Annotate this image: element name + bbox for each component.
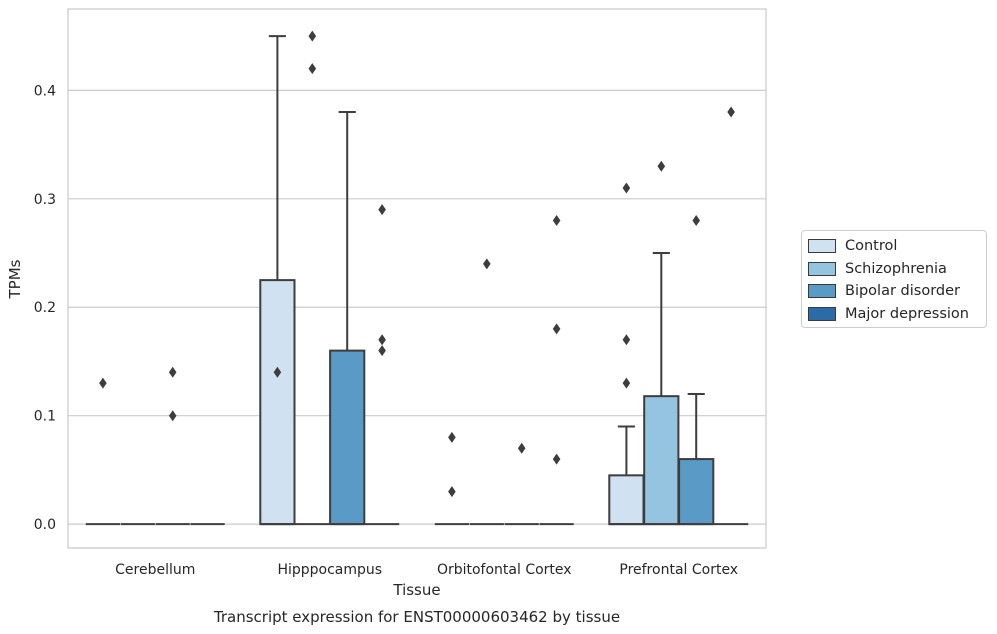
legend-swatch-control [808, 239, 836, 254]
box-group [539, 214, 574, 526]
legend-item-control: Control [808, 235, 986, 258]
box [678, 458, 715, 526]
outlier-point [308, 30, 317, 42]
box [329, 349, 366, 526]
box-group [643, 160, 680, 526]
box [608, 474, 645, 526]
outlier-point [273, 366, 282, 378]
box-group [608, 182, 645, 526]
box-group [364, 204, 400, 526]
outlier-point [99, 377, 107, 389]
y-tick-label: 0.0 [34, 517, 56, 533]
x-tick-label: Orbitofontal Cortex [437, 562, 572, 578]
y-tick-label: 0.3 [34, 192, 56, 208]
outlier-point [448, 486, 456, 498]
outlier-point [483, 258, 491, 270]
legend-label-major-depression: Major depression [845, 305, 969, 322]
box [259, 279, 296, 526]
outlier-point [552, 214, 561, 226]
y-tick-label: 0.1 [34, 409, 56, 425]
box-group [678, 214, 715, 526]
outlier-point [727, 106, 735, 118]
outlier-point [378, 334, 386, 346]
box-group [504, 442, 539, 526]
outlier-point [622, 334, 631, 346]
y-tick-label: 0.2 [34, 300, 56, 316]
box-group [85, 377, 121, 526]
y-axis-ticks: 0.0 0.1 0.2 0.3 0.4 [34, 83, 56, 533]
outlier-point [622, 377, 631, 389]
outlier-point [378, 204, 386, 216]
legend-label-bipolar-disorder: Bipolar disorder [845, 283, 960, 300]
x-axis-label: Tissue [392, 581, 440, 599]
box-group [469, 258, 504, 526]
legend-item-major-depression: Major depression [808, 303, 986, 326]
x-tick-label: Prefrontal Cortex [619, 562, 738, 578]
outlier-point [168, 366, 177, 378]
outlier-point [622, 182, 631, 194]
legend-item-bipolar-disorder: Bipolar disorder [808, 280, 986, 303]
outlier-point [552, 453, 561, 465]
box-group [329, 111, 366, 526]
legend-swatch-schizophrenia [808, 261, 836, 276]
box [643, 395, 680, 526]
x-tick-label: Cerebellum [115, 562, 195, 578]
box-group [259, 35, 296, 526]
legend-swatch-bipolar-disorder [808, 284, 836, 299]
x-tick-label: Hipppocampus [277, 562, 382, 578]
box-group [434, 431, 470, 526]
legend-swatch-major-depression [808, 306, 836, 321]
y-axis-label: TPMs [6, 259, 24, 299]
legend-item-schizophrenia: Schizophrenia [808, 258, 986, 281]
box-marks [85, 30, 749, 526]
legend-label-schizophrenia: Schizophrenia [845, 260, 947, 277]
y-tick-label: 0.4 [34, 83, 56, 99]
legend-label-control: Control [845, 238, 898, 255]
outlier-point [517, 442, 526, 454]
outlier-point [308, 63, 317, 75]
outlier-point [378, 345, 386, 357]
outlier-point [448, 431, 456, 443]
box-group [713, 106, 749, 526]
box-group [295, 30, 330, 526]
chart-caption: Transcript expression for ENST0000060346… [213, 608, 620, 626]
outlier-point [657, 160, 666, 172]
outlier-point [552, 323, 561, 335]
x-axis-ticks: Cerebellum Hipppocampus Orbitofontal Corte… [115, 562, 738, 578]
plot-area-frame [67, 8, 767, 549]
legend: Control Schizophrenia Bipolar disorder M… [801, 230, 987, 328]
outlier-point [168, 410, 177, 422]
box-group [155, 366, 190, 526]
outlier-point [692, 214, 700, 226]
